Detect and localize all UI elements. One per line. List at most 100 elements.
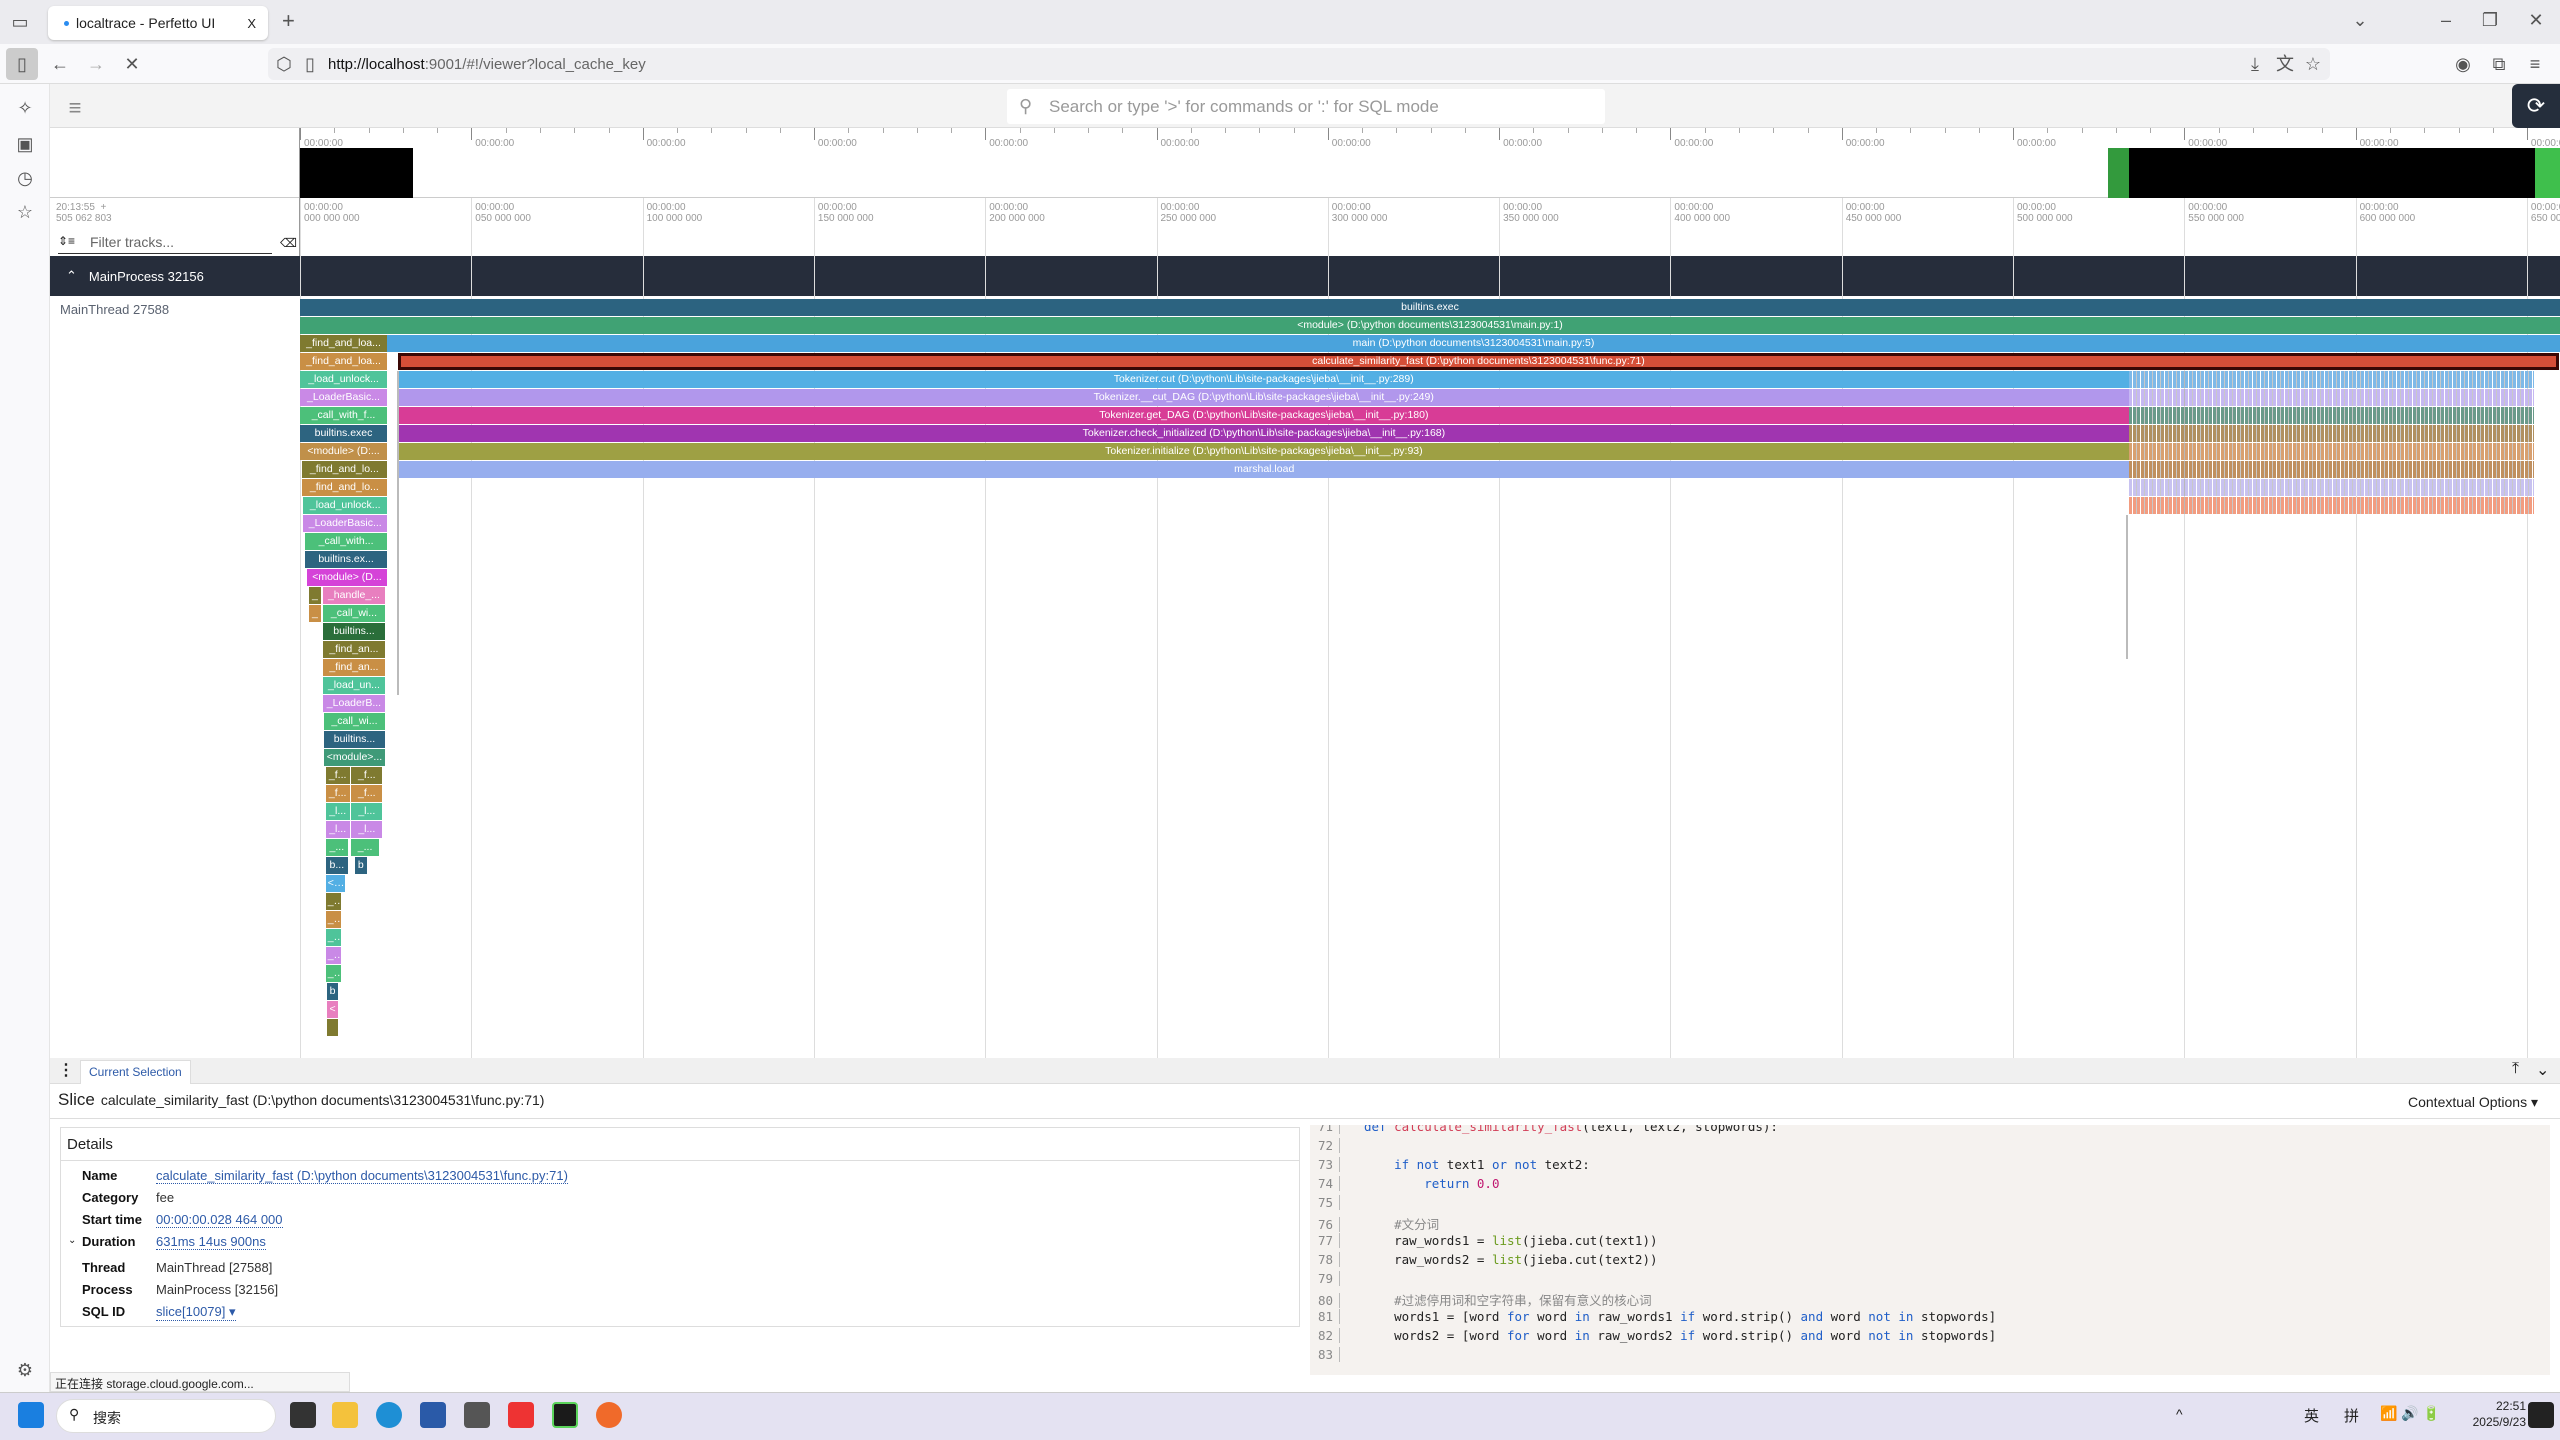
pycharm-icon[interactable] (552, 1402, 578, 1428)
slice[interactable]: _load_unlock... (303, 497, 388, 514)
translate-icon[interactable]: 文 (2276, 54, 2294, 74)
slice[interactable]: main (D:\python documents\3123004531\mai… (387, 335, 2560, 352)
ime-mode[interactable]: 拼 (2344, 1408, 2360, 1425)
page-info-icon[interactable]: ▯ (305, 54, 315, 74)
slice[interactable]: _find_and_lo... (301, 461, 387, 478)
ime-language[interactable]: 英 (2304, 1408, 2320, 1425)
slice[interactable]: <module> (D:... (300, 443, 388, 460)
filter-tracks-input[interactable]: Filter tracks... (58, 234, 272, 254)
ai-sparkle-icon[interactable]: ✧ (17, 98, 33, 118)
extensions-icon[interactable]: ⧉ (2492, 54, 2506, 74)
dense-slices[interactable] (2129, 371, 2534, 388)
slice[interactable]: <module> (D:\python documents\3123004531… (300, 317, 2560, 334)
panel-menu-icon[interactable]: ⋮ (58, 1062, 74, 1079)
app-icon[interactable] (464, 1402, 490, 1428)
menu-icon[interactable]: ≡ (2529, 54, 2541, 74)
slice[interactable]: _LoaderB... (322, 695, 385, 712)
sidebar-toggle-icon[interactable]: ▯ (6, 48, 38, 80)
history-icon[interactable]: ◷ (17, 168, 33, 188)
maximize-panel-icon[interactable]: ⤒ (2512, 1060, 2520, 1077)
slice[interactable]: <module>... (323, 749, 385, 766)
slice[interactable]: builtins... (323, 731, 385, 748)
tray-overflow-icon[interactable]: ^ (2176, 1406, 2183, 1422)
slice[interactable]: <... (325, 875, 345, 892)
slice[interactable]: Tokenizer.check_initialized (D:\python\L… (398, 425, 2130, 442)
store-icon[interactable] (420, 1402, 446, 1428)
slice[interactable]: _f... (325, 767, 350, 784)
slice[interactable]: _LoaderBasic... (300, 389, 388, 406)
reload-trace-button[interactable]: ⟳ (2512, 84, 2560, 128)
dense-slices[interactable] (2129, 407, 2534, 424)
slice[interactable]: Tokenizer.initialize (D:\python\Lib\site… (398, 443, 2130, 460)
slice[interactable]: _find_and_lo... (301, 479, 387, 496)
dense-slices[interactable] (2129, 497, 2534, 514)
slice[interactable]: Tokenizer.cut (D:\python\Lib\site-packag… (397, 371, 2130, 388)
clock[interactable]: 22:51 2025/9/23 (2472, 1399, 2526, 1429)
collapse-panel-icon[interactable]: ⌄ (2536, 1062, 2550, 1079)
dense-slices[interactable] (2129, 461, 2534, 478)
process-track-header[interactable]: ⌃ MainProcess 32156 (50, 256, 2560, 296)
slice[interactable]: _... (351, 839, 379, 856)
start-menu-icon[interactable] (18, 1402, 44, 1428)
slice[interactable]: _... (325, 893, 342, 910)
browser-tab[interactable]: localtrace - Perfetto UI X (48, 6, 268, 40)
dense-slices[interactable] (2129, 479, 2534, 496)
slice[interactable]: _f... (351, 785, 383, 802)
bookmarks-icon[interactable]: ☆ (16, 202, 34, 222)
restore-icon[interactable]: ❐ (2481, 10, 2499, 30)
notification-icon[interactable] (2528, 1402, 2554, 1428)
slice[interactable]: _call_wi... (322, 605, 385, 622)
slice[interactable]: <module> (D... (306, 569, 387, 586)
slice[interactable]: _... (325, 965, 342, 982)
slice[interactable]: Tokenizer.get_DAG (D:\python\Lib\site-pa… (398, 407, 2130, 424)
tab-list-icon[interactable]: ▭ (11, 12, 29, 32)
close-tab-icon[interactable]: X (247, 15, 256, 31)
slice[interactable]: Tokenizer.__cut_DAG (D:\python\Lib\site-… (397, 389, 2130, 406)
slice[interactable]: _l... (325, 803, 350, 820)
detail-value[interactable]: calculate_similarity_fast (D:\python doc… (156, 1168, 568, 1184)
close-window-icon[interactable]: ✕ (2528, 10, 2544, 30)
slice[interactable]: marshal.load (399, 461, 2130, 478)
slice[interactable]: _call_with... (305, 533, 387, 550)
slice[interactable]: _f... (325, 785, 350, 802)
wifi-volume-battery-icons[interactable]: 📶 🔊 🔋 (2380, 1405, 2441, 1421)
settings-gear-icon[interactable]: ⚙ (16, 1360, 34, 1380)
slice[interactable]: b (327, 983, 338, 1000)
slice[interactable]: _find_and_loa... (300, 335, 388, 352)
hamburger-menu-icon[interactable]: ≡ (68, 95, 82, 120)
clear-filter-icon[interactable]: ⌫ (280, 236, 297, 250)
slice[interactable]: builtins... (322, 623, 385, 640)
account-icon[interactable]: ◉ (2455, 54, 2471, 74)
slice[interactable]: _... (325, 839, 348, 856)
stop-loading-icon[interactable]: ✕ (124, 54, 140, 74)
new-tab-button[interactable]: + (282, 8, 295, 33)
slice[interactable]: _l... (351, 803, 383, 820)
slice[interactable]: _... (325, 947, 342, 964)
task-view-icon[interactable] (290, 1402, 316, 1428)
slice[interactable]: builtins.ex... (305, 551, 387, 568)
contextual-options-button[interactable]: Contextual Options ▾ (2408, 1094, 2538, 1110)
url-bar[interactable]: http://localhost:9001/#!/viewer?local_ca… (268, 48, 2330, 80)
taskbar-search-box[interactable]: ⚲ 搜索 (56, 1399, 276, 1433)
dense-slices[interactable] (2129, 443, 2534, 460)
forward-icon[interactable]: → (87, 54, 105, 74)
omnibox-search-input[interactable]: ⚲ Search or type '>' for commands or ':' … (1007, 89, 1605, 124)
slice[interactable]: _find_an... (322, 659, 385, 676)
dense-slices[interactable] (2129, 425, 2534, 442)
wps-icon[interactable] (508, 1402, 534, 1428)
tab-overflow-chevron-icon[interactable]: ⌄ (2352, 10, 2368, 30)
slice[interactable]: _l... (351, 821, 383, 838)
tab-current-selection[interactable]: Current Selection (80, 1060, 191, 1084)
detail-value[interactable]: 631ms 14us 900ns (156, 1234, 266, 1250)
detail-value[interactable]: slice[10079] ▾ (156, 1304, 236, 1321)
synced-devices-icon[interactable]: ▣ (16, 134, 34, 154)
slice[interactable]: _load_unlock... (300, 371, 388, 388)
slice[interactable]: _call_with_f... (300, 407, 388, 424)
slice[interactable]: _load_un... (322, 677, 385, 694)
detail-value[interactable]: 00:00:00.028 464 000 (156, 1212, 283, 1228)
slice[interactable]: _find_and_loa... (300, 353, 388, 370)
slice[interactable]: _... (325, 911, 342, 928)
slice[interactable]: _ (308, 605, 322, 622)
slice[interactable]: _f... (351, 767, 383, 784)
slice[interactable]: b... (325, 857, 348, 874)
